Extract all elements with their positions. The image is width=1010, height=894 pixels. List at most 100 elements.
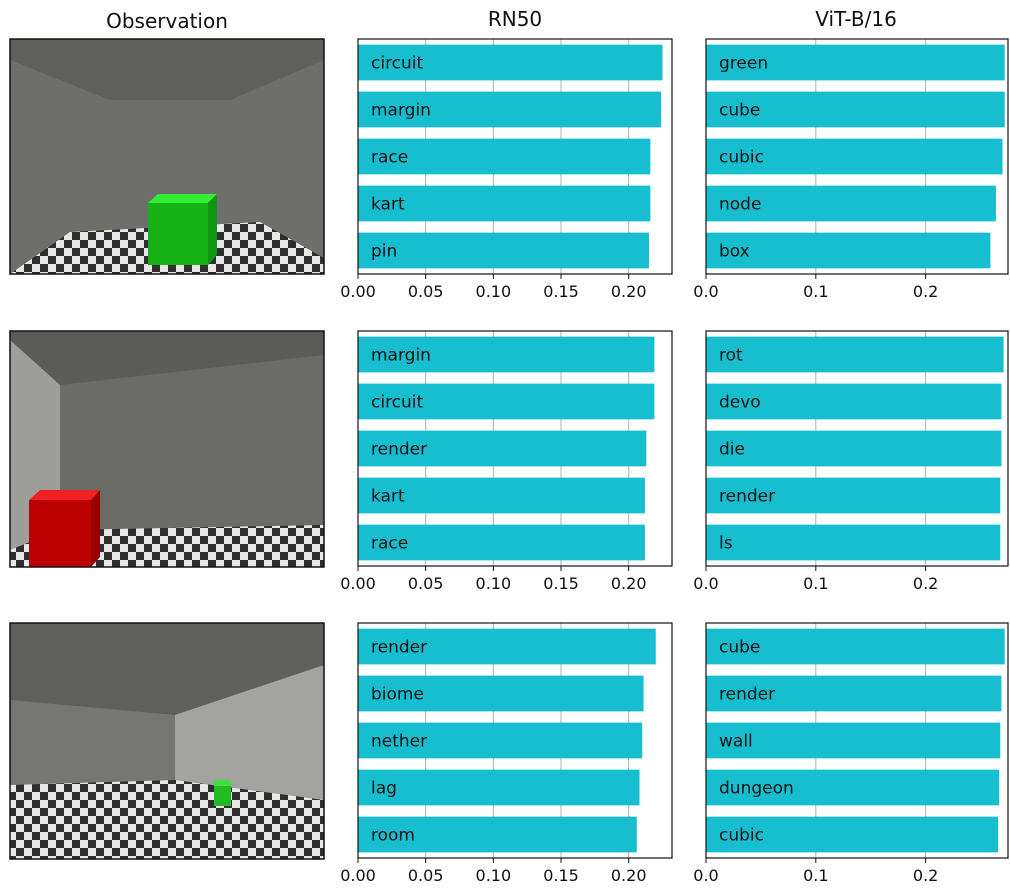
chart-2-vit: 0.0 0.1 0.2 rot devo die render ls xyxy=(693,330,1009,593)
x-tick-label: 0.10 xyxy=(476,574,512,593)
cube-2 xyxy=(29,490,100,567)
x-tick-label: 0.20 xyxy=(611,282,647,301)
plot-frame xyxy=(705,38,1009,275)
bar xyxy=(358,524,645,561)
bar xyxy=(706,816,999,853)
bar xyxy=(706,232,991,269)
bar xyxy=(358,675,644,712)
bar xyxy=(358,722,643,759)
plot-frame xyxy=(705,330,1009,567)
bar-label: race xyxy=(371,148,408,168)
bar-label: kart xyxy=(371,195,405,215)
x-tick-label: 0.1 xyxy=(803,866,828,885)
bar xyxy=(706,430,1002,467)
chart-1-vit: 0.0 0.1 0.2 green cube cubic node box xyxy=(693,38,1009,301)
bar xyxy=(358,628,656,665)
bar xyxy=(358,138,651,175)
x-tick-label: 0.2 xyxy=(913,866,938,885)
bar xyxy=(706,628,1005,665)
x-tick-label: 0.2 xyxy=(913,574,938,593)
bar-charts: 0.00 0.05 0.10 0.15 0.20 circuit margin race kar… xyxy=(340,38,1009,885)
x-tick-label: 0.10 xyxy=(476,282,512,301)
x-tick-label: 0.1 xyxy=(803,282,828,301)
bar-label: nether xyxy=(371,732,427,752)
bar-label: kart xyxy=(371,487,405,507)
x-tick-label: 0.20 xyxy=(611,866,647,885)
x-tick-label: 0.0 xyxy=(693,282,718,301)
x-tick-label: 0.15 xyxy=(543,282,579,301)
plot-frame xyxy=(705,622,1009,859)
bar-label: cubic xyxy=(719,148,764,168)
chart-3-rn50: 0.00 0.05 0.10 0.15 0.20 render biome nether lag… xyxy=(340,622,673,885)
bar xyxy=(706,138,1003,175)
x-tick-label: 0.00 xyxy=(340,866,376,885)
bar-label: room xyxy=(371,826,415,846)
bar xyxy=(358,769,640,806)
bar xyxy=(706,44,1005,81)
observation-image-3 xyxy=(9,622,325,860)
bar xyxy=(706,722,1001,759)
bar xyxy=(706,383,1002,420)
bar-label: dungeon xyxy=(719,779,794,799)
x-tick-label: 0.1 xyxy=(803,574,828,593)
bar-label: green xyxy=(719,54,768,74)
x-tick-label: 0.0 xyxy=(693,574,718,593)
x-tick-label: 0.2 xyxy=(913,282,938,301)
x-tick-label: 0.00 xyxy=(340,282,376,301)
bar-label: ls xyxy=(719,534,733,554)
cube-3 xyxy=(214,780,231,806)
x-tick-label: 0.0 xyxy=(693,866,718,885)
x-tick-label: 0.15 xyxy=(543,866,579,885)
bar xyxy=(706,477,1001,514)
chart-1-rn50: 0.00 0.05 0.10 0.15 0.20 circuit margin race kar… xyxy=(340,38,673,301)
bar-label: biome xyxy=(371,685,424,705)
plot-frame xyxy=(357,330,673,567)
x-tick-label: 0.15 xyxy=(543,574,579,593)
x-tick-label: 0.05 xyxy=(408,866,444,885)
bar xyxy=(358,232,649,269)
bar-label: render xyxy=(719,487,775,507)
bar xyxy=(358,383,655,420)
bar xyxy=(358,477,645,514)
bar xyxy=(358,430,647,467)
bar xyxy=(706,185,996,222)
bar-label: margin xyxy=(371,346,431,366)
bar xyxy=(706,91,1005,128)
bar xyxy=(358,91,662,128)
bar-label: lag xyxy=(371,779,397,799)
x-tick-label: 0.10 xyxy=(476,866,512,885)
bar-label: devo xyxy=(719,393,761,413)
bar xyxy=(358,44,663,81)
bar-label: die xyxy=(719,440,745,460)
bar-label: race xyxy=(371,534,408,554)
rn50-column-title: RN50 xyxy=(488,7,542,31)
bar xyxy=(358,185,651,222)
bar xyxy=(706,336,1004,373)
bar xyxy=(358,336,655,373)
bar-label: cube xyxy=(719,638,760,658)
vit-column-title: ViT-B/16 xyxy=(815,7,897,31)
bar-label: rot xyxy=(719,346,743,366)
bar xyxy=(706,769,1000,806)
bar-label: render xyxy=(719,685,775,705)
observation-image-1 xyxy=(9,38,325,275)
x-tick-label: 0.05 xyxy=(408,282,444,301)
bar xyxy=(706,524,1001,561)
chart-2-rn50: 0.00 0.05 0.10 0.15 0.20 margin circuit render k… xyxy=(340,330,673,593)
plot-frame xyxy=(357,622,673,859)
cube-1 xyxy=(148,194,217,265)
bar xyxy=(358,816,637,853)
x-tick-label: 0.00 xyxy=(340,574,376,593)
bar-label: node xyxy=(719,195,761,215)
bar-label: cubic xyxy=(719,826,764,846)
bar xyxy=(706,675,1002,712)
bar-label: pin xyxy=(371,242,397,262)
observation-image-2 xyxy=(9,330,325,568)
bar-label: circuit xyxy=(371,393,424,413)
bar-label: render xyxy=(371,638,427,658)
plot-frame xyxy=(357,38,673,275)
observation-column-title: Observation xyxy=(106,9,228,33)
bar-label: wall xyxy=(719,732,753,752)
bar-label: circuit xyxy=(371,54,424,74)
